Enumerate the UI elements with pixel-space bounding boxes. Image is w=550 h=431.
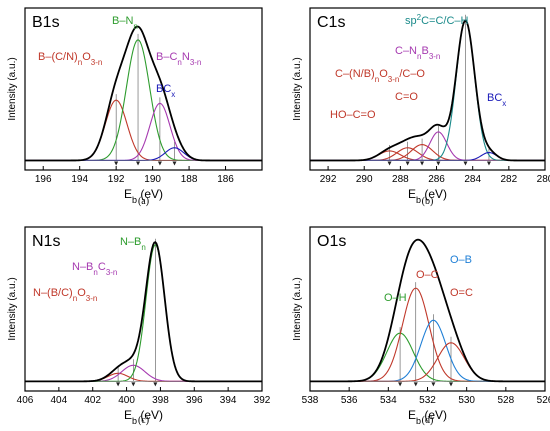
component-peak	[310, 20, 545, 162]
panel-title: B1s	[32, 14, 60, 31]
x-tick-label: 194	[71, 174, 88, 185]
envelope-curve	[25, 241, 262, 383]
panel-sublabel: (a)	[138, 196, 149, 207]
component-peak	[25, 364, 262, 382]
x-tick-label: 192	[108, 174, 125, 185]
peak-marker-arrow	[431, 382, 436, 387]
peak-annotation: O=C	[450, 287, 473, 299]
y-axis-label: Intensity (a.u.)	[7, 277, 18, 340]
plot-frame	[309, 7, 546, 171]
x-tick-label: 188	[181, 174, 198, 185]
peak-marker-arrow	[153, 382, 158, 387]
x-tick-label: 402	[84, 395, 101, 406]
component-peak	[25, 372, 262, 382]
peak-marker-arrow	[436, 161, 441, 166]
panel-sublabel: (d)	[422, 415, 434, 426]
envelope-curve	[310, 238, 545, 383]
x-tick-label: 534	[380, 395, 397, 406]
peak-marker-arrow	[114, 161, 119, 166]
peak-annotation: N–Bn	[120, 236, 146, 252]
peak-annotation: HO–C=O	[330, 109, 376, 121]
panel-o1s: 538536534532530528526Eb (eV)Intensity (a…	[292, 226, 550, 426]
peak-annotation: C=O	[395, 91, 418, 103]
plot-frame	[24, 7, 263, 171]
x-tick-label: 530	[458, 395, 475, 406]
peak-annotation: B–CnN3-n	[156, 51, 201, 67]
plot-frame	[24, 226, 263, 392]
peak-marker-arrow	[486, 161, 491, 166]
x-tick-label: 526	[537, 395, 550, 406]
x-tick-label: 284	[464, 174, 481, 185]
x-tick-label: 398	[152, 395, 169, 406]
peak-marker-arrow	[413, 382, 418, 387]
peak-annotation: C–NnB3-n	[395, 45, 440, 61]
component-peak	[310, 150, 545, 162]
peak-marker-arrow	[172, 161, 177, 166]
component-peak	[25, 102, 262, 162]
peak-marker-arrow	[136, 161, 141, 166]
panel-title: C1s	[317, 14, 345, 31]
x-tick-label: 406	[17, 395, 34, 406]
x-tick-label: 190	[144, 174, 161, 185]
panel-c1s: 292290288286284282280Eb (eV)Intensity (a…	[292, 7, 550, 207]
x-tick-label: 392	[254, 395, 271, 406]
peak-marker-arrow	[420, 161, 425, 166]
component-peak	[310, 147, 545, 162]
component-peak	[310, 319, 545, 382]
peak-annotation: O–B	[450, 254, 472, 266]
peak-marker-arrow	[398, 382, 403, 387]
peak-annotation: O–H	[384, 292, 407, 304]
component-peak	[310, 332, 545, 382]
x-tick-label: 400	[118, 395, 135, 406]
peak-annotation: BCx	[156, 83, 175, 99]
peak-marker-arrow	[449, 382, 453, 387]
x-tick-label: 196	[35, 174, 52, 185]
y-axis-label: Intensity (a.u.)	[7, 57, 18, 120]
x-tick-label: 394	[220, 395, 237, 406]
peak-annotation: C–(N/B)nO3-n/C–O	[335, 68, 425, 84]
peak-annotation: N–BnC3-n	[72, 261, 117, 277]
x-tick-label: 536	[341, 395, 358, 406]
panel-title: O1s	[317, 233, 346, 250]
envelope-curve	[310, 19, 545, 162]
peak-marker-arrow	[463, 161, 468, 166]
x-tick-label: 282	[501, 174, 518, 185]
y-axis-label: Intensity (a.u.)	[292, 277, 303, 340]
x-tick-label: 538	[302, 395, 319, 406]
peak-marker-arrow	[405, 161, 410, 166]
component-peak	[25, 99, 262, 162]
peak-annotation: O–C	[416, 269, 439, 281]
peak-marker-arrow	[387, 161, 392, 166]
envelope-curve	[25, 25, 262, 162]
x-tick-label: 396	[186, 395, 203, 406]
x-tick-label: 288	[392, 174, 409, 185]
x-tick-label: 290	[356, 174, 373, 185]
peak-annotation: N–(B/C)nO3-n	[33, 287, 97, 303]
x-tick-label: 528	[497, 395, 514, 406]
panel-sublabel: (c)	[138, 415, 149, 426]
x-tick-label: 286	[428, 174, 445, 185]
x-tick-label: 532	[419, 395, 436, 406]
x-tick-label: 404	[51, 395, 68, 406]
panel-sublabel: (b)	[422, 196, 434, 207]
x-tick-label: 280	[537, 174, 550, 185]
peak-annotation: B–Nn	[112, 15, 138, 31]
peak-annotation: B–(C/N)nO3-n	[38, 51, 102, 67]
y-axis-label: Intensity (a.u.)	[292, 57, 303, 120]
peak-marker-arrow	[131, 382, 136, 387]
component-peak	[310, 151, 545, 162]
component-peak	[310, 287, 545, 382]
panel-title: N1s	[32, 233, 60, 250]
x-tick-label: 186	[217, 174, 234, 185]
peak-annotation: sp2C=C/C–H	[405, 13, 469, 28]
peak-marker-arrow	[116, 382, 121, 387]
peak-marker-arrow	[157, 161, 162, 166]
peak-annotation: BCx	[487, 92, 506, 108]
x-tick-label: 292	[320, 174, 337, 185]
